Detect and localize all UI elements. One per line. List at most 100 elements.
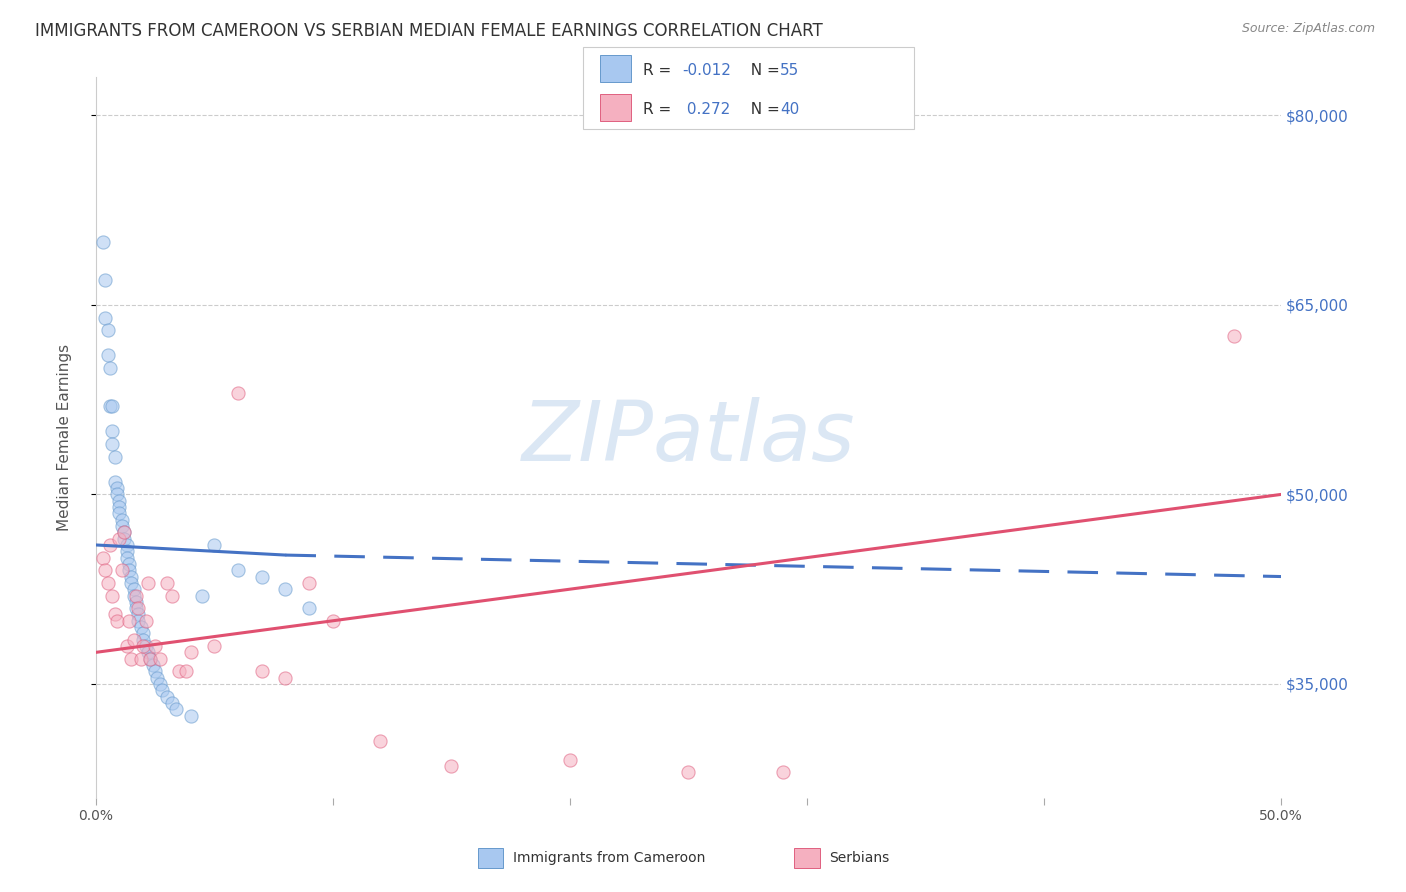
Point bbox=[129, 620, 152, 634]
Text: 40: 40 bbox=[780, 102, 800, 117]
Point bbox=[250, 569, 273, 583]
Point bbox=[122, 582, 145, 597]
Point bbox=[156, 575, 179, 590]
Point bbox=[180, 708, 202, 723]
Point bbox=[115, 550, 138, 565]
Point bbox=[149, 677, 172, 691]
Point bbox=[111, 563, 134, 577]
Point bbox=[125, 601, 148, 615]
Point bbox=[104, 450, 127, 464]
Point bbox=[174, 665, 197, 679]
Y-axis label: Median Female Earnings: Median Female Earnings bbox=[58, 344, 72, 531]
Point bbox=[274, 582, 297, 597]
Point bbox=[127, 601, 149, 615]
Point bbox=[132, 626, 155, 640]
Point bbox=[98, 399, 121, 413]
Text: N =: N = bbox=[741, 63, 785, 78]
Point bbox=[772, 765, 794, 780]
Point bbox=[108, 507, 131, 521]
Point bbox=[112, 525, 135, 540]
Point bbox=[101, 589, 124, 603]
Point bbox=[91, 550, 114, 565]
Point bbox=[111, 513, 134, 527]
Point bbox=[118, 557, 141, 571]
Point bbox=[150, 683, 173, 698]
Point bbox=[250, 665, 273, 679]
Point bbox=[105, 481, 128, 495]
Point bbox=[118, 563, 141, 577]
Point bbox=[91, 235, 114, 249]
Point bbox=[136, 575, 159, 590]
Point bbox=[98, 538, 121, 552]
Point bbox=[101, 399, 124, 413]
Point bbox=[202, 639, 225, 653]
Point bbox=[94, 563, 117, 577]
Point bbox=[143, 665, 166, 679]
Point bbox=[136, 645, 159, 659]
Point bbox=[98, 361, 121, 376]
Point bbox=[94, 310, 117, 325]
Point bbox=[104, 475, 127, 489]
Point bbox=[97, 575, 120, 590]
Point bbox=[122, 632, 145, 647]
Point bbox=[135, 614, 157, 628]
Point bbox=[115, 538, 138, 552]
Point bbox=[111, 519, 134, 533]
Point bbox=[120, 569, 142, 583]
Point bbox=[129, 651, 152, 665]
Point bbox=[191, 589, 214, 603]
Point bbox=[115, 544, 138, 558]
Point bbox=[298, 575, 321, 590]
Point bbox=[156, 690, 179, 704]
Point bbox=[143, 639, 166, 653]
Text: Immigrants from Cameroon: Immigrants from Cameroon bbox=[513, 851, 706, 865]
Point bbox=[149, 651, 172, 665]
Point bbox=[322, 614, 344, 628]
Text: 55: 55 bbox=[780, 63, 800, 78]
Point bbox=[97, 323, 120, 337]
Point bbox=[146, 671, 169, 685]
Point bbox=[105, 487, 128, 501]
Point bbox=[108, 493, 131, 508]
Point bbox=[160, 696, 183, 710]
Point bbox=[122, 589, 145, 603]
Point bbox=[112, 525, 135, 540]
Point bbox=[160, 589, 183, 603]
Point bbox=[115, 639, 138, 653]
Text: -0.012: -0.012 bbox=[682, 63, 731, 78]
Point bbox=[226, 386, 249, 401]
Point bbox=[167, 665, 190, 679]
Point bbox=[104, 607, 127, 622]
Point bbox=[139, 651, 162, 665]
Point bbox=[101, 424, 124, 438]
Point bbox=[105, 614, 128, 628]
Text: N =: N = bbox=[741, 102, 785, 117]
Point bbox=[132, 632, 155, 647]
Point bbox=[139, 651, 162, 665]
Point bbox=[368, 734, 391, 748]
Point bbox=[678, 765, 700, 780]
Point bbox=[127, 614, 149, 628]
Point bbox=[94, 272, 117, 286]
Point bbox=[101, 437, 124, 451]
Point bbox=[558, 753, 581, 767]
Text: ZIPatlas: ZIPatlas bbox=[522, 397, 855, 478]
Point bbox=[226, 563, 249, 577]
Point bbox=[202, 538, 225, 552]
Point bbox=[108, 532, 131, 546]
Point bbox=[165, 702, 187, 716]
Point bbox=[274, 671, 297, 685]
Point bbox=[125, 589, 148, 603]
Point bbox=[135, 639, 157, 653]
Point bbox=[180, 645, 202, 659]
Point bbox=[298, 601, 321, 615]
Point bbox=[142, 658, 165, 673]
Point bbox=[120, 575, 142, 590]
Point bbox=[127, 607, 149, 622]
Point bbox=[120, 651, 142, 665]
Text: 0.272: 0.272 bbox=[682, 102, 730, 117]
Text: Serbians: Serbians bbox=[830, 851, 890, 865]
Point bbox=[97, 348, 120, 362]
Point bbox=[112, 532, 135, 546]
Point bbox=[118, 614, 141, 628]
